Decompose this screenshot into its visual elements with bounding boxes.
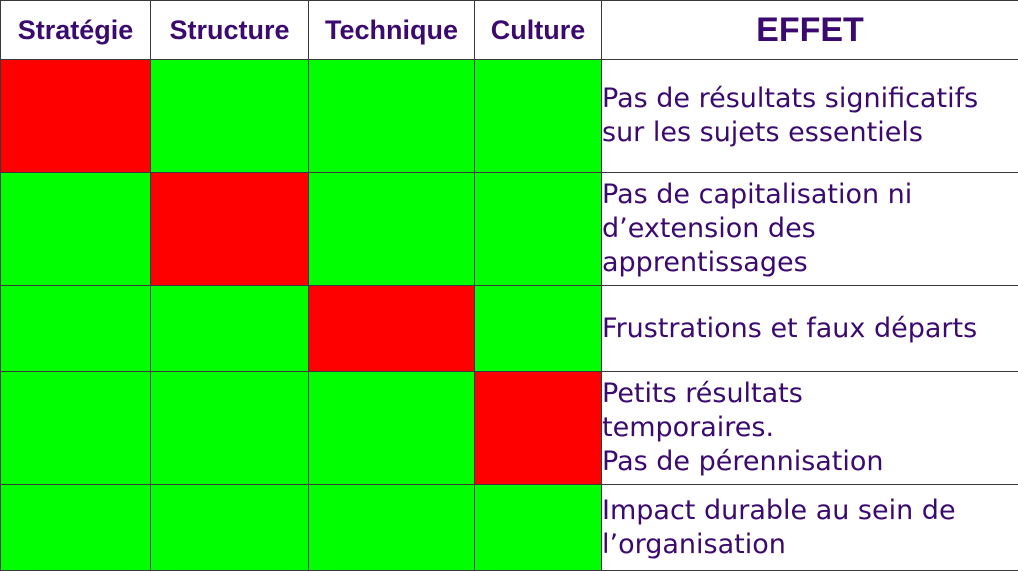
status-cell-strategie [0, 484, 151, 571]
status-cell-culture [474, 172, 602, 286]
table-row: Pas de capitalisation ni d’extension des… [0, 172, 1018, 286]
status-cell-technique [308, 172, 475, 286]
status-cell-technique [308, 285, 475, 372]
status-cell-strategie [0, 285, 151, 372]
effect-text: Impact durable au sein de l’organisation [601, 484, 1018, 571]
effect-text: Petits résultats temporaires. Pas de pér… [601, 371, 1018, 485]
status-cell-strategie [0, 371, 151, 485]
effect-text: Pas de capitalisation ni d’extension des… [601, 172, 1018, 286]
table-row: Petits résultats temporaires. Pas de pér… [0, 371, 1018, 485]
status-cell-technique [308, 371, 475, 485]
table-row: Impact durable au sein de l’organisation [0, 484, 1018, 571]
header-structure: Structure [150, 0, 309, 60]
status-cell-strategie [0, 59, 151, 173]
table-row: Frustrations et faux départs [0, 285, 1018, 372]
status-cell-technique [308, 484, 475, 571]
header-culture: Culture [474, 0, 602, 60]
header-row: Stratégie Structure Technique Culture EF… [0, 0, 1018, 60]
status-cell-structure [150, 484, 309, 571]
status-cell-structure [150, 371, 309, 485]
status-cell-culture [474, 285, 602, 372]
status-cell-structure [150, 59, 309, 173]
table-row: Pas de résultats significatifs sur les s… [0, 59, 1018, 173]
effect-text: Pas de résultats significatifs sur les s… [601, 59, 1018, 173]
effect-text: Frustrations et faux départs [601, 285, 1018, 372]
status-cell-culture [474, 59, 602, 173]
header-effet: EFFET [601, 0, 1018, 60]
status-cell-structure [150, 172, 309, 286]
header-strategie: Stratégie [0, 0, 151, 60]
header-technique: Technique [308, 0, 475, 60]
status-cell-strategie [0, 172, 151, 286]
status-cell-culture [474, 371, 602, 485]
status-cell-culture [474, 484, 602, 571]
status-cell-structure [150, 285, 309, 372]
status-cell-technique [308, 59, 475, 173]
